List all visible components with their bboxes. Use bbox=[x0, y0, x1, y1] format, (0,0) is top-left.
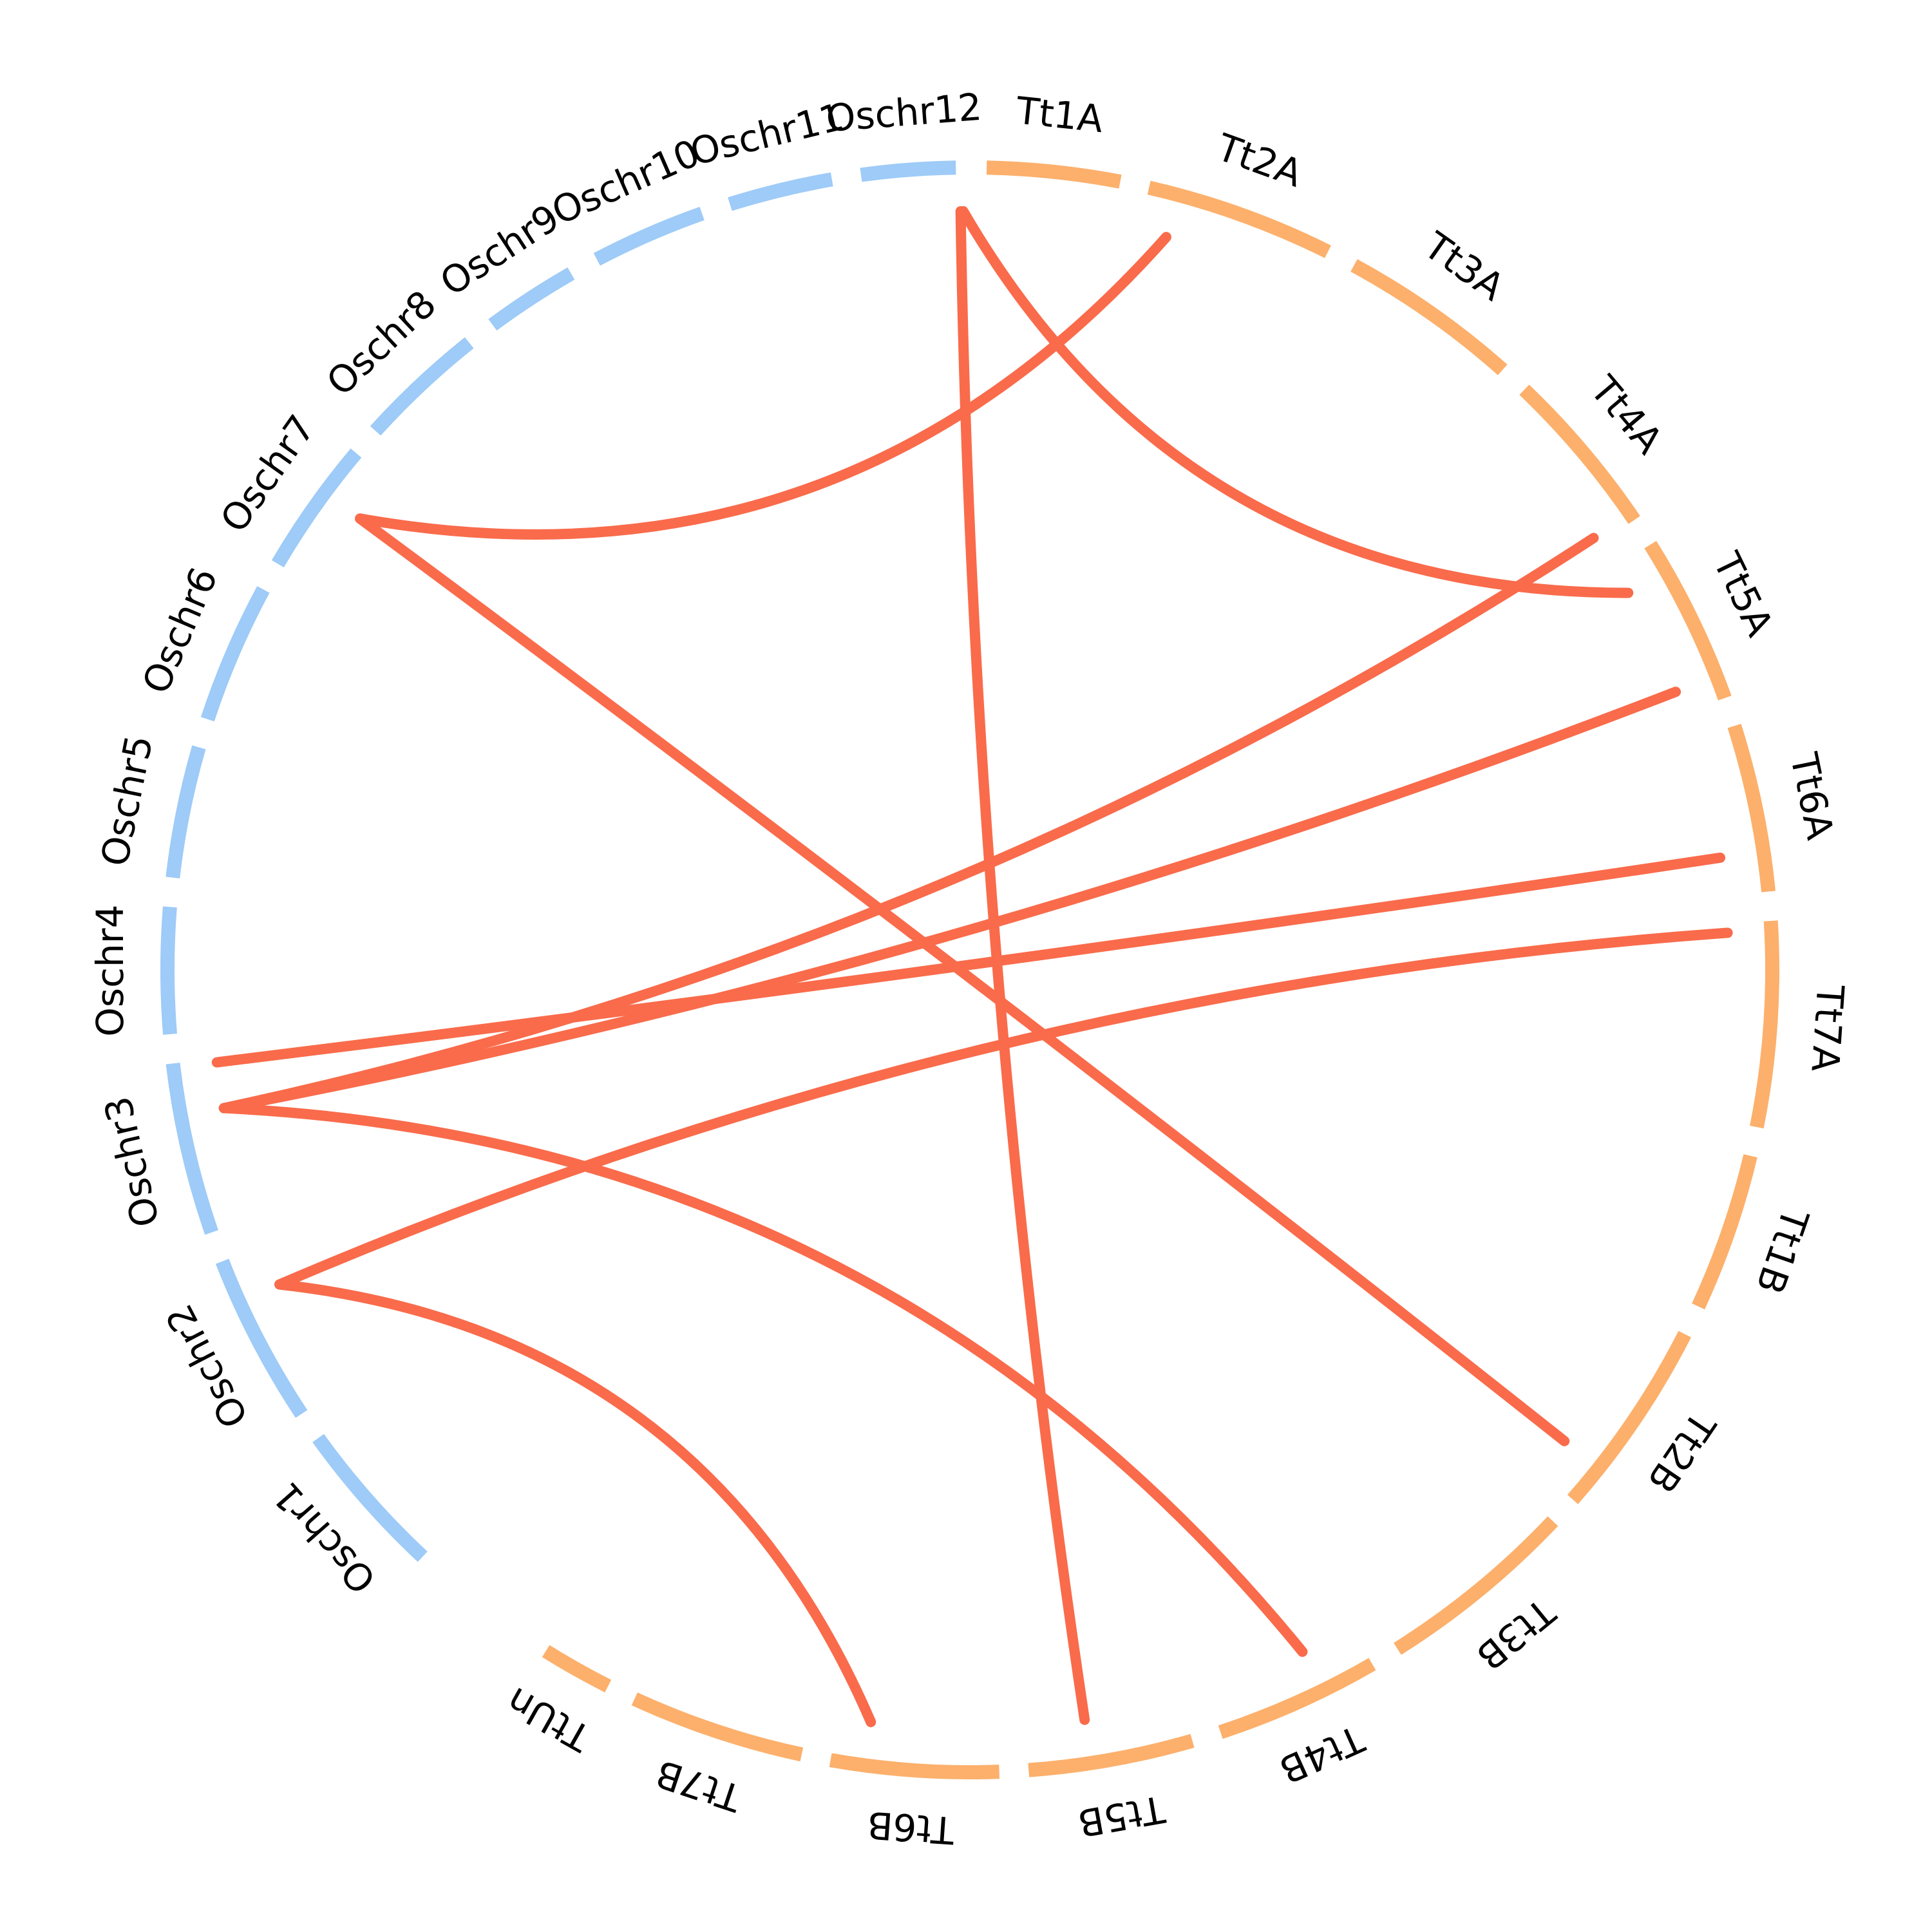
chromosome-label-tt3a: Tt3A bbox=[1416, 223, 1512, 310]
chromosome-label-oschr11: Oschr11 bbox=[686, 95, 848, 174]
chromosome-segment-tt1b bbox=[1692, 1154, 1757, 1310]
chromosome-segment-tt7b bbox=[631, 1692, 804, 1762]
chromosome-label-tt2b: Tt2B bbox=[1639, 1404, 1725, 1501]
chromosome-segment-oschr12 bbox=[860, 160, 956, 182]
synteny-link-oschr2-tt6a bbox=[274, 927, 1733, 1290]
synteny-link-oschr12-tt5a bbox=[958, 206, 1634, 598]
chromosome-segment-oschr11 bbox=[728, 172, 833, 211]
chromosome-segment-tt5a bbox=[1644, 540, 1732, 701]
chromosome-segment-oschr6 bbox=[200, 586, 270, 722]
chromosome-label-tt2a: Tt2A bbox=[1211, 125, 1308, 196]
synteny-links bbox=[211, 206, 1733, 1727]
synteny-link-oschr3-tt4b bbox=[218, 1103, 1308, 1657]
chromosome-segment-oschr2 bbox=[215, 1258, 308, 1418]
chromosome-label-tt4a: Tt4A bbox=[1582, 367, 1672, 462]
chromosome-label-tt6b: Tt6B bbox=[866, 1803, 956, 1852]
synteny-link-oschr7-tt2a bbox=[355, 232, 1171, 540]
synteny-link-oschr3-tt6a bbox=[211, 852, 1726, 1068]
chromosome-label-tt1a: Tt1A bbox=[1014, 88, 1105, 141]
chromosome-label-tt5a: Tt5A bbox=[1704, 545, 1782, 643]
chromosome-label-tt7a: Tt7A bbox=[1803, 983, 1852, 1073]
chromosome-label-tt1b: Tt1B bbox=[1747, 1202, 1817, 1300]
chromosome-label-oschr12: Oschr12 bbox=[824, 85, 983, 140]
chromosome-label-tt4b: Tt4B bbox=[1273, 1716, 1371, 1792]
chromosome-segment-oschr4 bbox=[160, 906, 177, 1035]
chromosome-segment-oschr10 bbox=[593, 207, 705, 266]
chromosome-segment-tt5b bbox=[1028, 1734, 1195, 1777]
chromosome-segment-tt2a bbox=[1147, 180, 1331, 258]
chromosome-segment-tt3b bbox=[1394, 1516, 1558, 1655]
chromosome-label-ttun: TtUn bbox=[499, 1678, 598, 1760]
chromosome-segment-oschr1 bbox=[312, 1434, 428, 1562]
chromosome-segment-oschr5 bbox=[166, 745, 206, 879]
chromosome-segment-tt3a bbox=[1350, 259, 1508, 375]
chromosome-segment-tt7a bbox=[1750, 920, 1779, 1129]
chromosome-segment-oschr7 bbox=[271, 448, 362, 568]
chromosome-segment-oschr9 bbox=[488, 267, 575, 331]
chromosome-segment-oschr8 bbox=[370, 337, 474, 436]
synteny-link-oschr2-tt6b bbox=[274, 1279, 876, 1727]
synteny-link-oschr3-tt5a bbox=[218, 687, 1681, 1113]
chromosome-segment-oschr3 bbox=[166, 1063, 218, 1235]
chromosome-segment-tt4a bbox=[1519, 384, 1640, 524]
chromosome-segment-tt2b bbox=[1567, 1331, 1691, 1504]
chromosome-segment-ttun bbox=[542, 1645, 612, 1692]
chromosome-ring bbox=[160, 160, 1779, 1779]
chromosome-segment-tt4b bbox=[1218, 1658, 1376, 1739]
chromosome-label-oschr6: Oschr6 bbox=[134, 561, 227, 699]
chromosome-segment-tt6b bbox=[829, 1753, 1000, 1779]
chromosome-label-oschr5: Oschr5 bbox=[93, 732, 162, 870]
chromosome-label-oschr4: Oschr4 bbox=[88, 905, 132, 1037]
chromosome-label-tt6a: Tt6A bbox=[1781, 749, 1842, 844]
chromosome-segment-tt1a bbox=[986, 160, 1122, 189]
synteny-link-oschr7-tt2b bbox=[355, 513, 1570, 1446]
chromosome-label-tt7b: Tt7B bbox=[650, 1751, 747, 1820]
chromosome-label-tt5b: Tt5B bbox=[1075, 1787, 1169, 1846]
chromosome-label-oschr3: Oschr3 bbox=[96, 1092, 168, 1231]
synteny-link-oschr3-tt4a bbox=[218, 533, 1599, 1113]
chromosome-label-tt3b: Tt3B bbox=[1468, 1589, 1564, 1679]
chromosome-segment-tt6a bbox=[1727, 723, 1776, 893]
synteny-link-oschr12-tt5b bbox=[955, 206, 1090, 1725]
